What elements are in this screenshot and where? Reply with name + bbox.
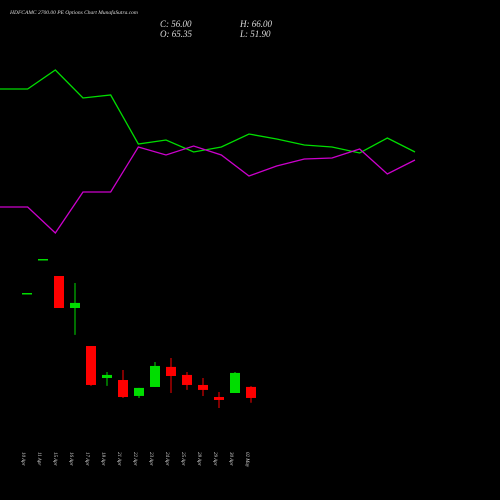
x-tick-label: 02 May bbox=[244, 452, 249, 468]
candle-body bbox=[166, 366, 176, 376]
x-tick-label: 16 Apr bbox=[68, 452, 73, 466]
x-tick-label: 28 Apr bbox=[196, 452, 201, 466]
candle-body bbox=[86, 346, 96, 385]
candle-body bbox=[182, 374, 192, 385]
line-series bbox=[0, 145, 416, 234]
low-label: L: 51.90 bbox=[239, 29, 271, 39]
candle-body bbox=[22, 293, 32, 295]
candle-body bbox=[230, 372, 240, 393]
candle-body bbox=[118, 380, 128, 398]
x-tick-label: 29 Apr bbox=[212, 452, 217, 466]
x-tick-label: 11 Apr bbox=[36, 452, 41, 465]
candle-body bbox=[198, 384, 208, 390]
x-tick-label: 17 Apr bbox=[84, 452, 89, 466]
line-series bbox=[0, 69, 416, 154]
x-tick-label: 25 Apr bbox=[180, 452, 185, 466]
candle-body bbox=[214, 397, 224, 400]
candle-body bbox=[38, 259, 48, 261]
x-tick-label: 22 Apr bbox=[132, 452, 137, 466]
x-tick-label: 10 Apr bbox=[20, 452, 25, 466]
x-tick-label: 15 Apr bbox=[52, 452, 57, 466]
x-tick-label: 30 Apr bbox=[228, 452, 233, 466]
x-tick-label: 23 Apr bbox=[148, 452, 153, 466]
high-label: H: 66.00 bbox=[239, 19, 272, 29]
close-label: C: 56.00 bbox=[160, 19, 192, 29]
chart-title: HDFCAMC 2700.00 PE Options Chart MunafaS… bbox=[9, 9, 138, 16]
x-tick-label: 24 Apr bbox=[164, 452, 169, 466]
candle-body bbox=[54, 276, 64, 308]
x-tick-label: 18 Apr bbox=[100, 452, 105, 466]
x-tick-label: 21 Apr bbox=[116, 452, 121, 466]
candle-body bbox=[70, 302, 80, 308]
open-label: O: 65.35 bbox=[160, 29, 192, 39]
candle-body bbox=[246, 386, 256, 398]
candle-body bbox=[150, 365, 160, 387]
candle-body bbox=[134, 387, 144, 396]
candle-body bbox=[102, 374, 112, 379]
